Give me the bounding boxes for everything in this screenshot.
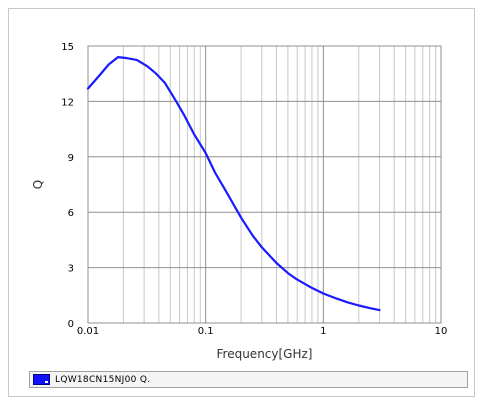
x-tick-label: 0.01 <box>77 326 99 337</box>
plot-area-border <box>87 45 442 324</box>
x-axis-title: Frequency[GHz] <box>217 347 313 361</box>
x-tick-label: 10 <box>435 326 448 337</box>
x-tick-label: 0.1 <box>198 326 214 337</box>
legend-swatch-icon <box>33 374 50 385</box>
legend-label: LQW18CN15NJ00 Q. <box>55 374 151 385</box>
y-tick-label: 9 <box>68 153 74 164</box>
y-tick-label: 15 <box>61 42 74 53</box>
series-layer <box>86 55 381 312</box>
y-tick-label: 3 <box>68 264 74 275</box>
x-tick-label: 1 <box>320 326 326 337</box>
y-axis-ticks: 0 3 6 9 12 15 <box>61 42 74 330</box>
y-tick-label: 12 <box>61 97 74 108</box>
x-axis-ticks: 0.01 0.1 1 10 <box>77 326 448 337</box>
grid <box>87 45 442 324</box>
y-axis-title: Q <box>31 180 45 189</box>
legend: LQW18CN15NJ00 Q. <box>29 371 468 388</box>
y-tick-label: 0 <box>68 319 74 330</box>
y-tick-label: 6 <box>68 208 74 219</box>
series-line <box>86 55 381 312</box>
